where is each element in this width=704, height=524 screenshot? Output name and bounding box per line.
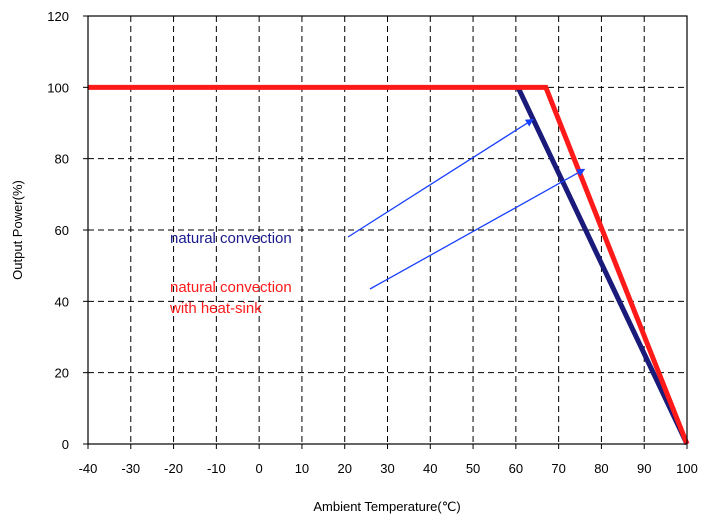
annotation-arrow <box>347 118 534 238</box>
y-tick-label: 0 <box>62 437 69 452</box>
x-tick-label: 50 <box>466 461 480 476</box>
y-tick-label: 20 <box>55 366 69 381</box>
x-tick-label: 90 <box>637 461 651 476</box>
plot-frame <box>83 15 688 449</box>
y-axis-title: Output Power(%) <box>10 180 25 280</box>
x-tick-label: -40 <box>79 461 98 476</box>
x-tick-label: 40 <box>423 461 437 476</box>
x-tick-label: 10 <box>295 461 309 476</box>
y-tick-label: 60 <box>55 223 69 238</box>
x-tick-label: 20 <box>337 461 351 476</box>
y-tick-label: 80 <box>55 152 69 167</box>
x-tick-label: -30 <box>121 461 140 476</box>
tick-labels: -40 -30 -20 -10 0 10 20 30 40 50 60 70 80 90 100 0 20 40 6… <box>47 9 698 476</box>
x-tick-label: -20 <box>164 461 183 476</box>
x-axis-title: Ambient Temperature(℃) <box>313 499 460 514</box>
x-tick-label: 0 <box>256 461 263 476</box>
x-tick-label: -10 <box>207 461 226 476</box>
annotation-label: natural convection <box>170 230 292 247</box>
x-tick-label: 70 <box>551 461 565 476</box>
annotation-arrow <box>369 168 586 290</box>
x-tick-label: 100 <box>676 461 698 476</box>
series-line-natural-convection <box>515 86 690 446</box>
x-tick-label: 80 <box>594 461 608 476</box>
series-line-natural-convection-with-heat-sink <box>88 84 690 445</box>
annotation-label: with heat-sink <box>169 300 262 317</box>
series-layer <box>88 84 690 446</box>
y-tick-label: 40 <box>55 294 69 309</box>
annotations: natural convection natural convection with… <box>169 118 586 317</box>
x-tick-label: 30 <box>380 461 394 476</box>
x-tick-label: 60 <box>509 461 523 476</box>
y-tick-label: 120 <box>47 9 69 24</box>
y-tick-label: 100 <box>47 80 69 95</box>
annotation-label: natural convection <box>170 279 292 296</box>
